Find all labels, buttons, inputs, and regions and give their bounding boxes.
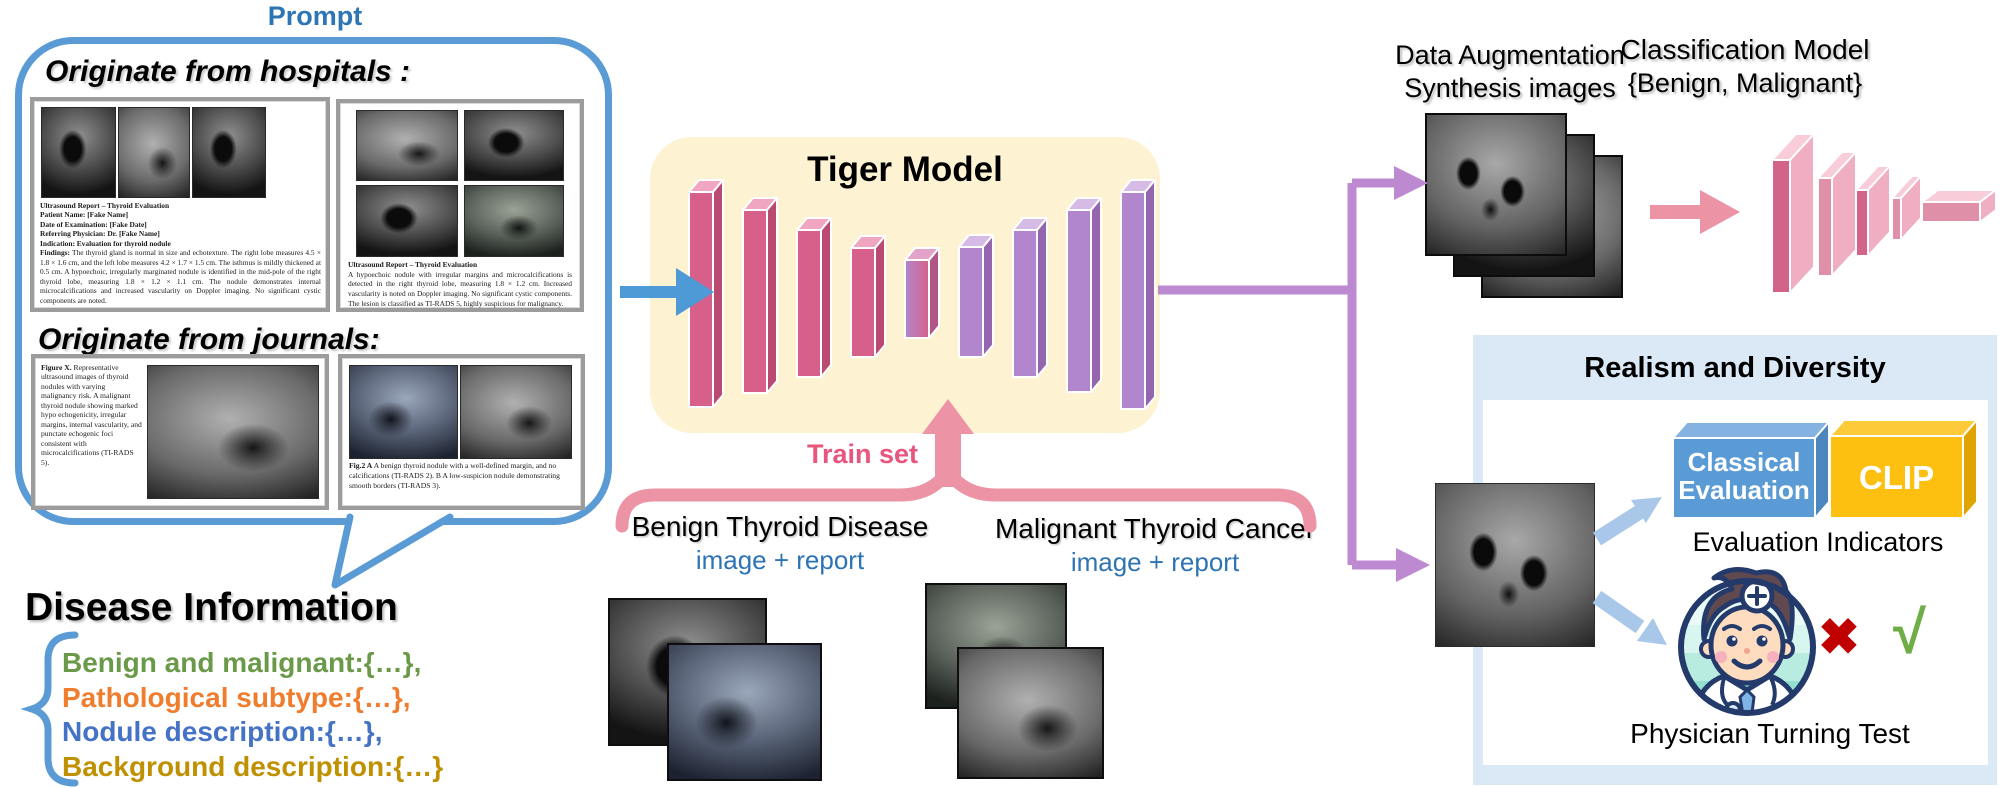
decoder-bar (1012, 217, 1048, 378)
disease-item-nodule: Nodule description:{…}, (62, 716, 383, 747)
ultrasound-image (464, 185, 564, 257)
encoder-bar (742, 197, 778, 394)
malignant-ultrasound-front (957, 647, 1104, 779)
clip-box (1829, 419, 1978, 519)
prompt-title: Prompt (267, 1, 363, 31)
ultrasound-image (349, 365, 458, 459)
augmentation-title-line1: Data Augmentation (1395, 40, 1625, 70)
cnn-slab (1855, 165, 1891, 257)
tiger-model-title: Tiger Model (807, 150, 1003, 189)
cross-mark: ✖ (1818, 609, 1860, 665)
ultrasound-image (356, 185, 458, 257)
cnn-slab (1771, 133, 1815, 294)
encoder-bar (796, 217, 832, 378)
report-text: Ultrasound Report – Thyroid Evaluation A… (348, 260, 572, 308)
malignant-ultrasound-back (925, 583, 1067, 709)
clip-label: CLIP (1858, 459, 1935, 496)
benign-ultrasound-front (667, 643, 822, 781)
benign-dataset-subtitle: image + report (695, 545, 865, 575)
report-findings: Findings: The thyroid gland is normal in… (40, 248, 321, 305)
classification-title-line2: {Benign, Malignant} (1627, 68, 1863, 98)
evaluation-indicators-label: Evaluation Indicators (1692, 527, 1944, 557)
decoder-bar (1120, 179, 1156, 410)
disease-information-list: Benign and malignant:{…}, Pathological s… (62, 646, 622, 784)
cnn-output-box (1921, 189, 1997, 223)
encoder-bar (850, 235, 886, 358)
generated-sample-image (1435, 483, 1595, 647)
cnn-slab (1891, 175, 1922, 241)
ultrasound-image (118, 107, 190, 198)
check-mark: √ (1893, 599, 1926, 666)
hospital-report-box-1: Ultrasound Report – Thyroid Evaluation P… (30, 97, 330, 312)
ultrasound-image (464, 110, 564, 181)
realism-diversity-title: Realism and Diversity (1584, 352, 1886, 384)
ultrasound-image (460, 365, 572, 459)
classical-evaluation-label: Classical Evaluation (1678, 447, 1810, 506)
journal-caption: Fig.2 A A benign thyroid nodule with a w… (349, 461, 560, 490)
synthesis-image-front (1425, 113, 1567, 256)
journal-box-2: Fig.2 A A benign thyroid nodule with a w… (338, 354, 585, 510)
disease-item-pathological: Pathological subtype:{…}, (62, 681, 411, 713)
ultrasound-image (356, 110, 458, 181)
disease-list-brace (20, 631, 79, 787)
report-title: Ultrasound Report – Thyroid Evaluation (40, 201, 170, 210)
physician-avatar (1678, 566, 1816, 716)
hospitals-heading: Originate from hospitals : (45, 55, 411, 88)
journal-caption: Figure X. Representative ultrasound imag… (41, 363, 142, 467)
ultrasound-image (41, 107, 116, 198)
journal-box-1: Figure X. Representative ultrasound imag… (31, 354, 329, 510)
physician-turing-test-label: Physician Turning Test (1630, 718, 1910, 749)
classical-evaluation-box (1672, 421, 1830, 519)
augmentation-title-line2: Synthesis images (1404, 73, 1616, 103)
report-text: Ultrasound Report – Thyroid Evaluation P… (40, 201, 321, 305)
ultrasound-image (147, 365, 319, 499)
decoder-bar (1066, 197, 1102, 393)
bottleneck-bar (904, 247, 940, 339)
hospital-report-box-2: Ultrasound Report – Thyroid Evaluation A… (336, 99, 584, 312)
decoder-bar (958, 234, 994, 358)
malignant-dataset-subtitle: image + report (1070, 547, 1240, 577)
journals-heading: Originate from journals: (38, 323, 380, 356)
disease-item-benign-malignant: Benign and malignant:{…}, (62, 647, 422, 678)
disease-item-background: Background description:{…} (62, 750, 444, 782)
ultrasound-image (192, 107, 266, 198)
disease-information-heading: Disease Information (25, 586, 398, 629)
classification-title-line1: Classification Model (1620, 34, 1870, 65)
